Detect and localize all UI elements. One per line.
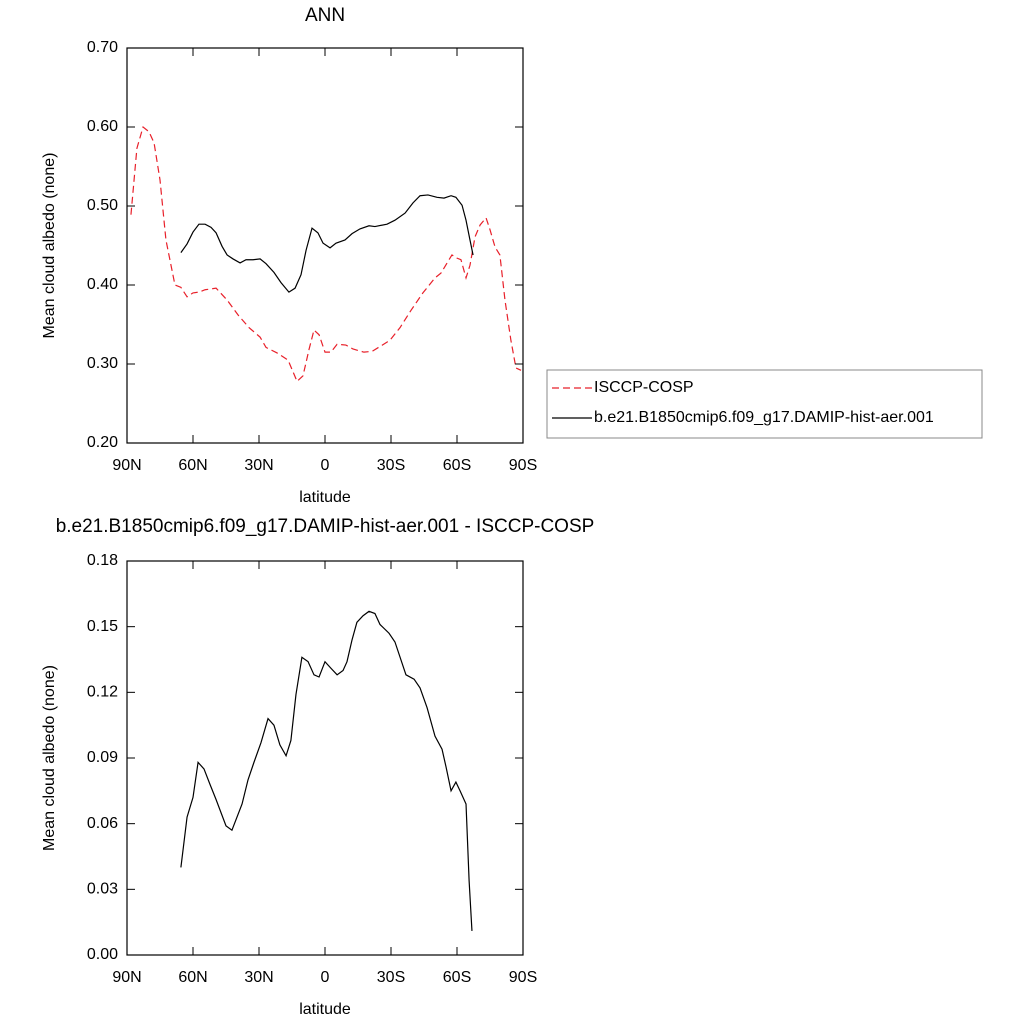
- plot-frame: [126, 560, 524, 956]
- x-tick-label: 90S: [509, 457, 537, 474]
- y-tick-label: 0.12: [87, 684, 118, 701]
- y-tick-label: 0.60: [87, 118, 118, 135]
- chart-title: ANN: [305, 5, 345, 26]
- y-tick-label: 0.70: [87, 39, 118, 56]
- x-tick-label: 30N: [244, 969, 273, 986]
- y-tick-label: 0.09: [87, 749, 118, 766]
- x-tick-label: 60S: [443, 457, 471, 474]
- y-tick-label: 0.03: [87, 881, 118, 898]
- x-tick-label: 90S: [509, 969, 537, 986]
- x-tick-label: 30S: [377, 969, 405, 986]
- legend-box: [546, 369, 983, 439]
- y-tick-label: 0.20: [87, 434, 118, 451]
- x-tick-label: 30S: [377, 457, 405, 474]
- y-tick-label: 0.00: [87, 946, 118, 963]
- chart-title: b.e21.B1850cmip6.f09_g17.DAMIP-hist-aer.…: [56, 516, 595, 537]
- x-tick-label: 60S: [443, 969, 471, 986]
- y-tick-label: 0.30: [87, 355, 118, 372]
- x-axis-label: latitude: [299, 1001, 351, 1018]
- y-tick-label: 0.18: [87, 552, 118, 569]
- data-line: [130, 125, 522, 383]
- x-tick-label: 0: [321, 969, 330, 986]
- data-line: [180, 610, 473, 931]
- legend-label: b.e21.B1850cmip6.f09_g17.DAMIP-hist-aer.…: [594, 409, 934, 426]
- legend-label: ISCCP-COSP: [594, 379, 694, 396]
- x-tick-label: 60N: [178, 457, 207, 474]
- y-tick-label: 0.06: [87, 815, 118, 832]
- x-tick-label: 0: [321, 457, 330, 474]
- x-tick-label: 30N: [244, 457, 273, 474]
- x-tick-label: 90N: [112, 457, 141, 474]
- x-tick-label: 60N: [178, 969, 207, 986]
- data-line: [180, 194, 474, 293]
- x-axis-label: latitude: [299, 489, 351, 506]
- y-axis-label: Mean cloud albedo (none): [41, 665, 58, 851]
- y-tick-label: 0.40: [87, 276, 118, 293]
- x-tick-label: 90N: [112, 969, 141, 986]
- y-axis-label: Mean cloud albedo (none): [41, 153, 58, 339]
- y-tick-label: 0.15: [87, 618, 118, 635]
- y-tick-label: 0.50: [87, 197, 118, 214]
